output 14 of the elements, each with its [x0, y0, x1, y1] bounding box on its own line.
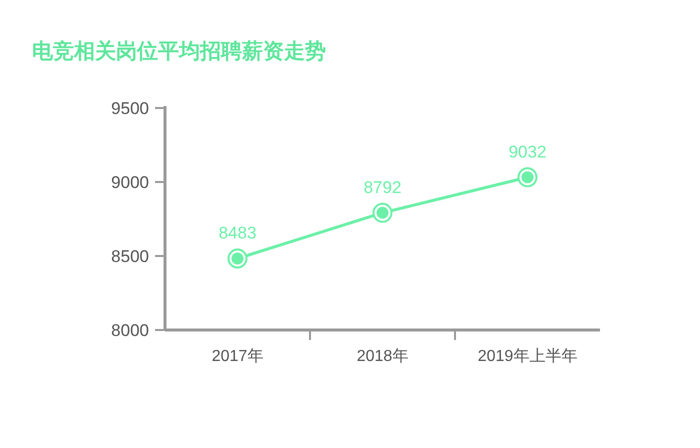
x-tick-label: 2019年上半年 — [478, 347, 578, 365]
chart-title: 电竞相关岗位平均招聘薪资走势 — [32, 39, 326, 63]
x-tick-label: 2017年 — [212, 348, 264, 365]
y-tick-label: 9000 — [111, 173, 149, 192]
data-label: 9032 — [508, 142, 546, 162]
x-tick-label: 2018年 — [356, 348, 408, 365]
y-tick-label: 8000 — [111, 321, 149, 340]
data-label: 8483 — [218, 224, 256, 243]
point — [518, 167, 538, 188]
data-label: 8792 — [364, 178, 402, 197]
y-tick-label: 9500 — [111, 99, 149, 118]
point — [228, 248, 248, 269]
y-tick-label: 8500 — [111, 247, 149, 266]
point — [372, 202, 392, 223]
